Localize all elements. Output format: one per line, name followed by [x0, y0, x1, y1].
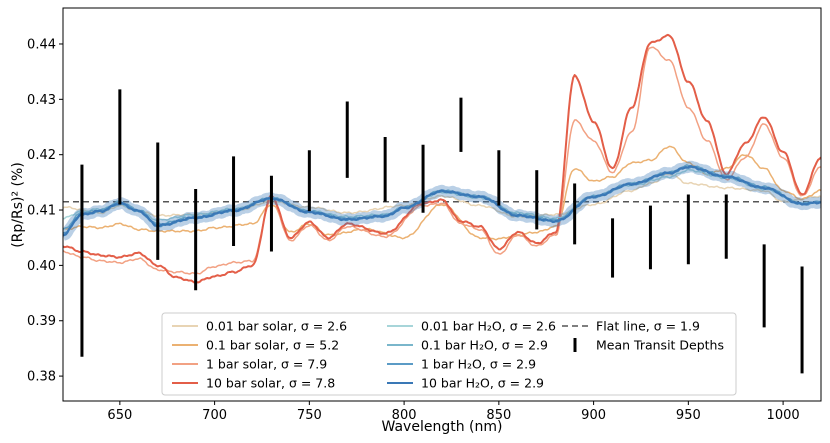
y-tick-label: 0.39	[27, 314, 56, 329]
x-tick-label: 850	[486, 408, 511, 423]
x-tick-label: 900	[581, 408, 606, 423]
y-tick-label: 0.44	[27, 37, 56, 52]
x-tick-label: 700	[202, 408, 227, 423]
y-tick-label: 0.38	[27, 370, 56, 385]
plot-data	[63, 33, 821, 284]
y-axis-label: (Rp/Rs)² (%)	[10, 162, 26, 248]
legend-frame	[161, 312, 737, 396]
series-line-1-bar-solar-7-9	[63, 46, 821, 275]
transit-depth-errorbars	[80, 89, 804, 374]
y-tick-label: 0.42	[27, 148, 56, 163]
legend-entry-mean-transit-depths: Mean Transit Depths	[596, 338, 724, 353]
series-line-10-bar-h-o-2-9	[63, 165, 821, 237]
x-tick-label: 950	[676, 408, 701, 423]
x-tick-label: 800	[392, 408, 417, 423]
y-axis-ticks: 0.38 0.39 0.40 0.41 0.42 0.43 0.44	[27, 37, 63, 385]
legend-entry-0-01-bar-h-o-2-6: 0.01 bar H₂O, σ = 2.6	[421, 319, 556, 334]
y-tick-label: 0.41	[27, 204, 56, 219]
legend-entry-1-bar-solar-7-9: 1 bar solar, σ = 7.9	[206, 357, 327, 372]
legend: 0.01 bar solar, σ = 2.6 0.1 bar solar, σ …	[161, 312, 737, 396]
x-axis-label: Wavelength (nm)	[382, 419, 503, 435]
series-line-0-01-bar-solar-2-6	[63, 173, 821, 218]
y-tick-label: 0.43	[27, 93, 56, 108]
plot-frame	[62, 7, 822, 402]
x-axis-ticks: 650 700 750 800 850 900 950 1000	[107, 401, 800, 423]
legend-entry-0-1-bar-h-o-2-9: 0.1 bar H₂O, σ = 2.9	[421, 338, 548, 353]
legend-entry-0-1-bar-solar-5-2: 0.1 bar solar, σ = 5.2	[206, 338, 339, 353]
series-line-10-bar-solar-7-8	[63, 33, 821, 284]
legend-entry-1-bar-h-o-2-9: 1 bar H₂O, σ = 2.9	[421, 357, 536, 372]
legend-entry-0-01-bar-solar-2-6: 0.01 bar solar, σ = 2.6	[206, 319, 347, 334]
legend-entry-10-bar-solar-7-8: 10 bar solar, σ = 7.8	[206, 376, 335, 391]
legend-entry-10-bar-h-o-2-9: 10 bar H₂O, σ = 2.9	[421, 376, 544, 391]
x-tick-label: 750	[297, 408, 322, 423]
x-tick-label: 1000	[767, 408, 800, 423]
legend-entry-flat-line: Flat line, σ = 1.9	[596, 319, 700, 334]
y-tick-label: 0.40	[27, 259, 56, 274]
x-tick-label: 650	[107, 408, 132, 423]
